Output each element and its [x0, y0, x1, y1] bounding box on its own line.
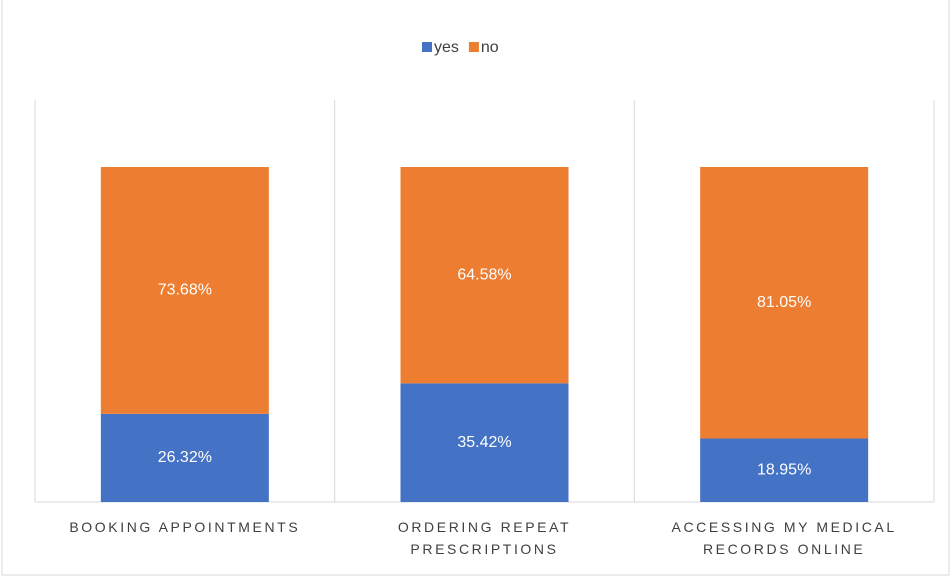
data-label: 64.58%	[457, 266, 511, 283]
bar-segment	[100, 413, 269, 502]
bar-segment	[400, 167, 569, 384]
data-label: 35.42%	[457, 434, 511, 451]
data-label: 26.32%	[158, 449, 212, 466]
legend-swatch	[422, 42, 432, 52]
bar-segment	[700, 438, 869, 502]
bar-segment	[100, 167, 269, 414]
x-tick-label: ACCESSING MY MEDICAL RECORDS ONLINE	[671, 519, 897, 557]
legend-label: yes	[434, 39, 459, 56]
x-tick-label: ORDERING REPEAT PRESCRIPTIONS	[397, 519, 572, 557]
data-label: 73.68%	[158, 282, 212, 299]
legend-label: no	[481, 39, 499, 56]
data-label: 81.05%	[757, 294, 811, 311]
data-label: 18.95%	[757, 461, 811, 478]
x-tick-label: BOOKING APPOINTMENTS	[69, 519, 301, 535]
legend-swatch	[468, 42, 479, 52]
bar-segment	[700, 167, 869, 439]
bar-segment	[400, 383, 569, 502]
